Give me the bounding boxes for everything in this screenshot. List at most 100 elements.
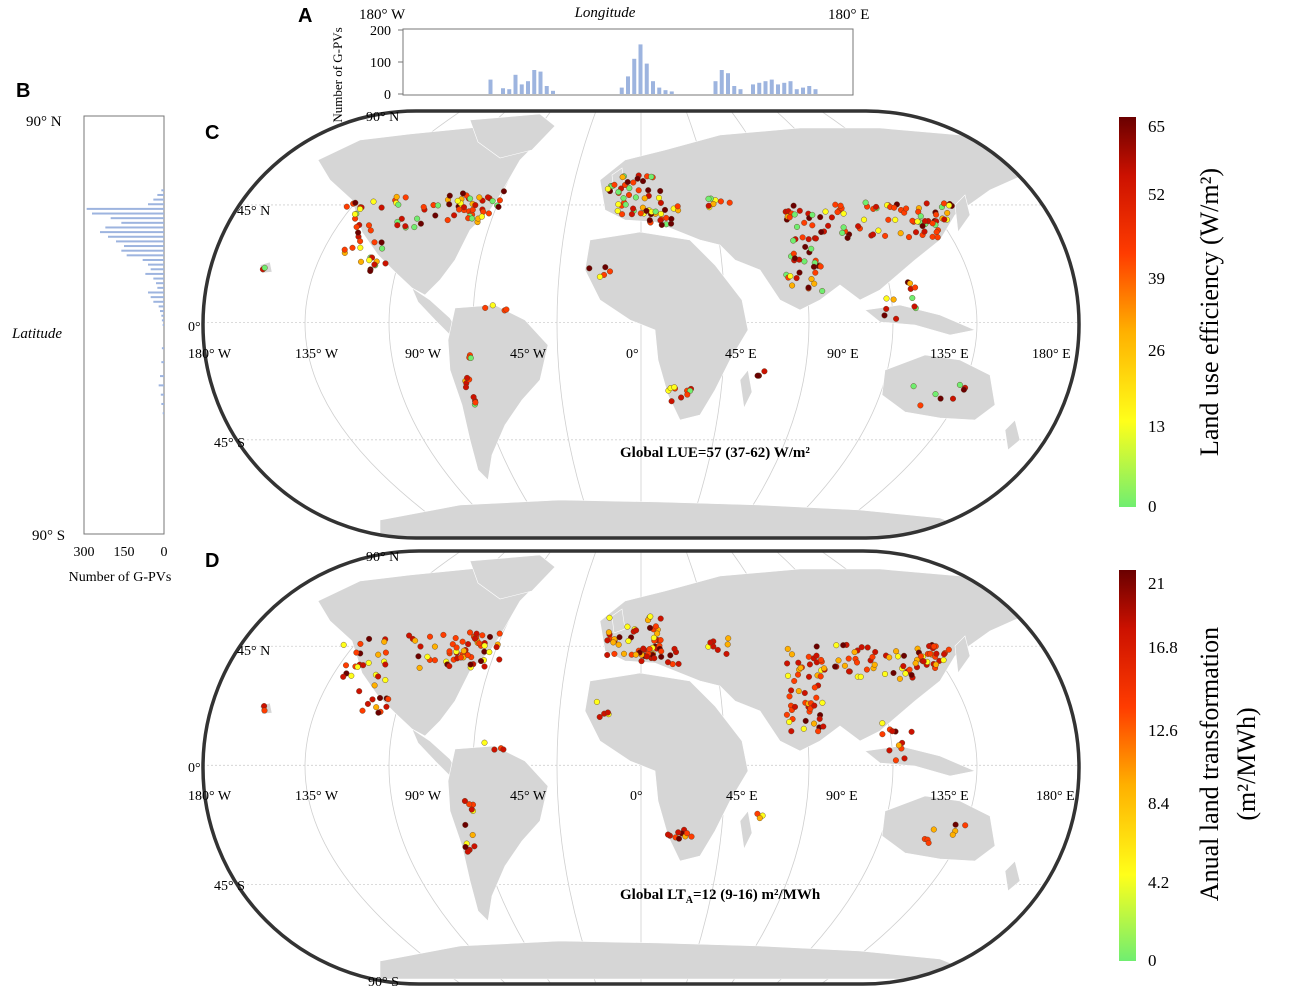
gpv-point [909,295,916,302]
gpv-point [815,728,822,735]
histogram-b-bar [126,254,164,257]
gpv-point [810,263,817,270]
latitude-histogram [86,189,164,415]
gpv-point [923,200,930,207]
histogram-a-bar [782,82,787,94]
gpv-point [261,707,268,714]
map-c-lat-90n: 90° N [366,110,399,125]
panel-a-left-label: 180° W [359,7,406,23]
gpv-point [353,223,360,230]
histogram-a-bar [632,58,637,94]
gpv-point [369,696,376,703]
gpv-point [614,207,621,214]
new-zealand [1004,419,1021,451]
gpv-point [489,198,496,205]
gpv-point [357,238,364,245]
histogram-a-bar [638,44,643,94]
gpv-point [886,654,893,661]
gpv-point [398,215,405,222]
gpv-point [393,193,400,200]
histogram-a-bar [657,87,662,94]
gpv-point [671,384,678,391]
gpv-point [668,398,675,405]
histogram-a-bar [732,86,737,94]
gpv-point [808,245,815,252]
antarctica [379,940,991,980]
gpv-point [657,187,664,194]
gpv-point [359,707,366,714]
gpv-point [633,627,640,634]
gpv-point [801,219,808,226]
gpv-point [402,194,409,201]
gpv-point [795,659,802,666]
gpv-point [791,211,798,218]
gpv-point [875,227,882,234]
histogram-b-bar [158,305,164,308]
map-c-land [259,113,1036,538]
gpv-point [662,206,669,213]
gpv-point [496,197,503,204]
gpv-point [840,224,847,231]
gpv-point [641,195,648,202]
gpv-point [340,641,347,648]
gpv-point [462,844,469,851]
map-d-lon-180e: 180° E [1036,789,1075,804]
gpv-point [611,181,618,188]
gpv-point [813,694,820,701]
gpv-point [340,673,347,680]
gpv-point [914,218,921,225]
gpv-point [640,178,647,185]
map-c-annotation: Global LUE=57 (37-62) W/m² [620,445,810,461]
gpv-point [864,644,871,651]
map-c-border [201,109,1081,540]
gpv-point [879,720,886,727]
gpv-point [471,843,478,850]
gpv-point [911,303,918,310]
gpv-point [420,203,427,210]
gpv-point [503,306,510,313]
map-c-lon-0: 0° [626,347,639,362]
histogram-a-bar [507,89,512,94]
gpv-point [835,657,842,664]
colorbar-d-tick-21: 21 [1148,574,1165,593]
gpv-point [472,635,479,642]
map-d-lon-135e: 135° E [930,789,969,804]
gpv-point [930,643,937,650]
gpv-point [717,198,724,205]
gpv-point [371,261,378,268]
gpv-point [802,717,809,724]
gpv-point [929,233,936,240]
colorbar-c-tick-26: 26 [1148,341,1165,360]
gpv-point [917,653,924,660]
gpv-point [385,696,392,703]
gpv-point [654,630,661,637]
histogram-b-bar [161,347,164,350]
histogram-b-bar [110,217,164,220]
histogram-b-bar [150,268,164,271]
gpv-point [464,374,471,381]
gpv-point [819,699,826,706]
gpv-point [652,623,659,630]
gpv-point [927,650,934,657]
gpv-point [647,624,654,631]
gpv-point [464,652,471,659]
gpv-point [909,217,916,224]
europe-asia [599,127,1036,311]
gpv-point [809,211,816,218]
map-d-lon-135w: 135° W [295,789,339,804]
gpv-point [799,234,806,241]
map-d [201,549,1081,986]
gpv-point [821,665,828,672]
histogram-b-bar [160,393,164,396]
histogram-a-bar [488,79,493,94]
gpv-point [461,204,468,211]
histogram-a-bar [776,84,780,94]
histogram-a-bar [794,89,799,94]
gpv-point [787,273,794,280]
colorbar-d-tick-4-2: 4.2 [1148,873,1169,892]
gpv-point [678,394,685,401]
gpv-point [952,821,959,828]
gpv-point [805,284,812,291]
gpv-point [465,641,472,648]
